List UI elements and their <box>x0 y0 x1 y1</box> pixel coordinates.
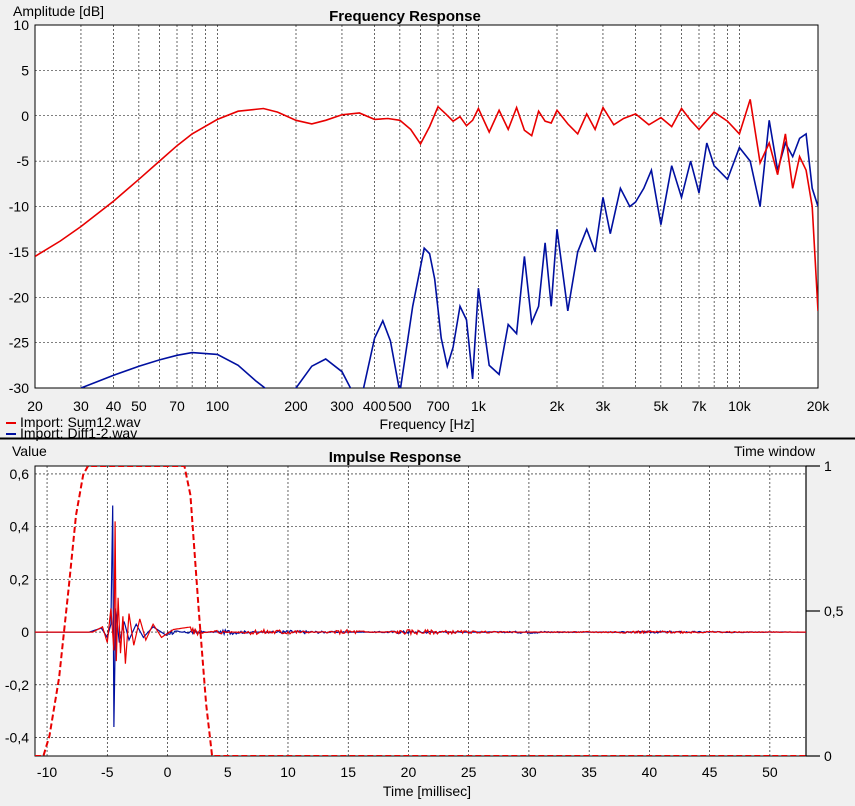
impulse-x-tick-label: 15 <box>340 764 356 780</box>
time-window-line <box>35 466 806 756</box>
frequency-response-chart: 20 30 40 50 70 100 200 300 400 500 700 1k 2k 3k 5k 7k 10… <box>6 3 830 441</box>
frequency-y-axis-label: Amplitude [dB] <box>13 3 104 19</box>
impulse-chart-title: Impulse Response <box>329 449 462 466</box>
frequency-x-tick-label: 7k <box>692 398 708 414</box>
frequency-y-tick-label: -25 <box>9 335 29 351</box>
frequency-y-tick-label: -30 <box>9 380 29 396</box>
frequency-x-tick-label: 400 <box>363 398 387 414</box>
impulse-y-axis-label: Value <box>12 443 47 459</box>
impulse-x-tick-label: 10 <box>280 764 296 780</box>
impulse-line-import-sum12-wav <box>35 521 806 664</box>
impulse-x-tick-label: 30 <box>521 764 537 780</box>
impulse-x-tick-labels: -10 -5 0 5 10 15 20 25 30 35 40 45 50 <box>37 764 778 780</box>
frequency-series-lines <box>35 99 818 388</box>
frequency-x-tick-label: 3k <box>596 398 612 414</box>
impulse-x-tick-label: 25 <box>461 764 477 780</box>
impulse-plot-area[interactable] <box>34 465 807 757</box>
impulse-grid <box>35 466 806 756</box>
frequency-x-tick-labels: 20 30 40 50 70 100 200 300 400 500 700 1k 2k 3k 5k 7k 10… <box>27 398 830 414</box>
frequency-x-tick-label: 30 <box>73 398 89 414</box>
frequency-x-axis-label: Frequency [Hz] <box>380 416 475 432</box>
impulse-x-tick-label: 20 <box>401 764 417 780</box>
frequency-y-tick-label: 5 <box>21 62 29 78</box>
time-window-tick-label: 0,5 <box>824 603 844 619</box>
frequency-x-tick-label: 200 <box>284 398 308 414</box>
frequency-x-tick-label: 10k <box>728 398 752 414</box>
impulse-y-tick-label: 0,2 <box>10 571 30 587</box>
frequency-x-tick-label: 40 <box>106 398 122 414</box>
series-line-import-diff1-2-wav <box>80 120 818 388</box>
frequency-x-tick-label: 300 <box>330 398 354 414</box>
impulse-y-tick-label: 0,6 <box>10 466 30 482</box>
frequency-y-tick-label: -20 <box>9 289 29 305</box>
impulse-y-tick-label: 0,4 <box>10 519 30 535</box>
impulse-x-tick-label: 45 <box>702 764 718 780</box>
impulse-x-tick-label: 0 <box>164 764 172 780</box>
impulse-x-tick-label: -5 <box>101 764 114 780</box>
impulse-series-lines <box>35 466 806 756</box>
impulse-response-chart: -10 -5 0 5 10 15 20 25 30 35 40 45 50 0,60,40,20-0,2… <box>5 443 844 799</box>
frequency-x-tick-label: 500 <box>388 398 412 414</box>
time-window-tick-label: 0 <box>824 748 832 764</box>
legend-label-diff12: Import: Diff1-2.wav <box>20 425 137 441</box>
frequency-y-tick-label: -10 <box>9 199 29 215</box>
frequency-y-tick-label: 0 <box>21 108 29 124</box>
time-window-axis-label: Time window <box>734 443 816 459</box>
frequency-x-tick-label: 20k <box>807 398 831 414</box>
impulse-y-tick-label: -0,2 <box>5 677 29 693</box>
impulse-x-axis-label: Time [millisec] <box>383 783 471 799</box>
impulse-x-tick-label: 35 <box>581 764 597 780</box>
time-window-tick-label: 1 <box>824 458 832 474</box>
series-line-import-sum12-wav <box>35 99 818 311</box>
frequency-y-tick-labels: 10 5 0 -5 -10 -15 -20 -25 -30 <box>9 17 29 396</box>
frequency-x-tick-label: 700 <box>426 398 450 414</box>
frequency-y-tick-label: 10 <box>13 17 29 33</box>
impulse-y-tick-label: -0,4 <box>5 730 29 746</box>
impulse-x-tick-label: 5 <box>224 764 232 780</box>
frequency-y-tick-label: -5 <box>17 153 30 169</box>
frequency-grid <box>35 25 818 388</box>
frequency-x-tick-label: 5k <box>653 398 669 414</box>
time-window-axis-ticks: 10,50 <box>805 458 844 764</box>
impulse-y-tick-label: 0 <box>21 624 29 640</box>
frequency-x-tick-label: 20 <box>27 398 43 414</box>
frequency-x-tick-label: 2k <box>550 398 566 414</box>
frequency-y-tick-label: -15 <box>9 244 29 260</box>
frequency-x-tick-label: 1k <box>471 398 487 414</box>
impulse-y-tick-labels: 0,6 0,4 0,2 0 -0,2 -0,4 <box>5 466 29 746</box>
impulse-x-tick-label: -10 <box>37 764 57 780</box>
frequency-x-tick-label: 100 <box>206 398 230 414</box>
frequency-x-tick-label: 70 <box>169 398 185 414</box>
legend-label-sum12: Import: Sum12.wav <box>20 414 141 430</box>
impulse-x-tick-label: 50 <box>762 764 778 780</box>
legend: Import: Sum12.wav Import: Diff1-2.wav <box>6 414 141 441</box>
frequency-x-tick-label: 50 <box>131 398 147 414</box>
impulse-x-tick-label: 40 <box>642 764 658 780</box>
frequency-chart-title: Frequency Response <box>329 8 481 25</box>
